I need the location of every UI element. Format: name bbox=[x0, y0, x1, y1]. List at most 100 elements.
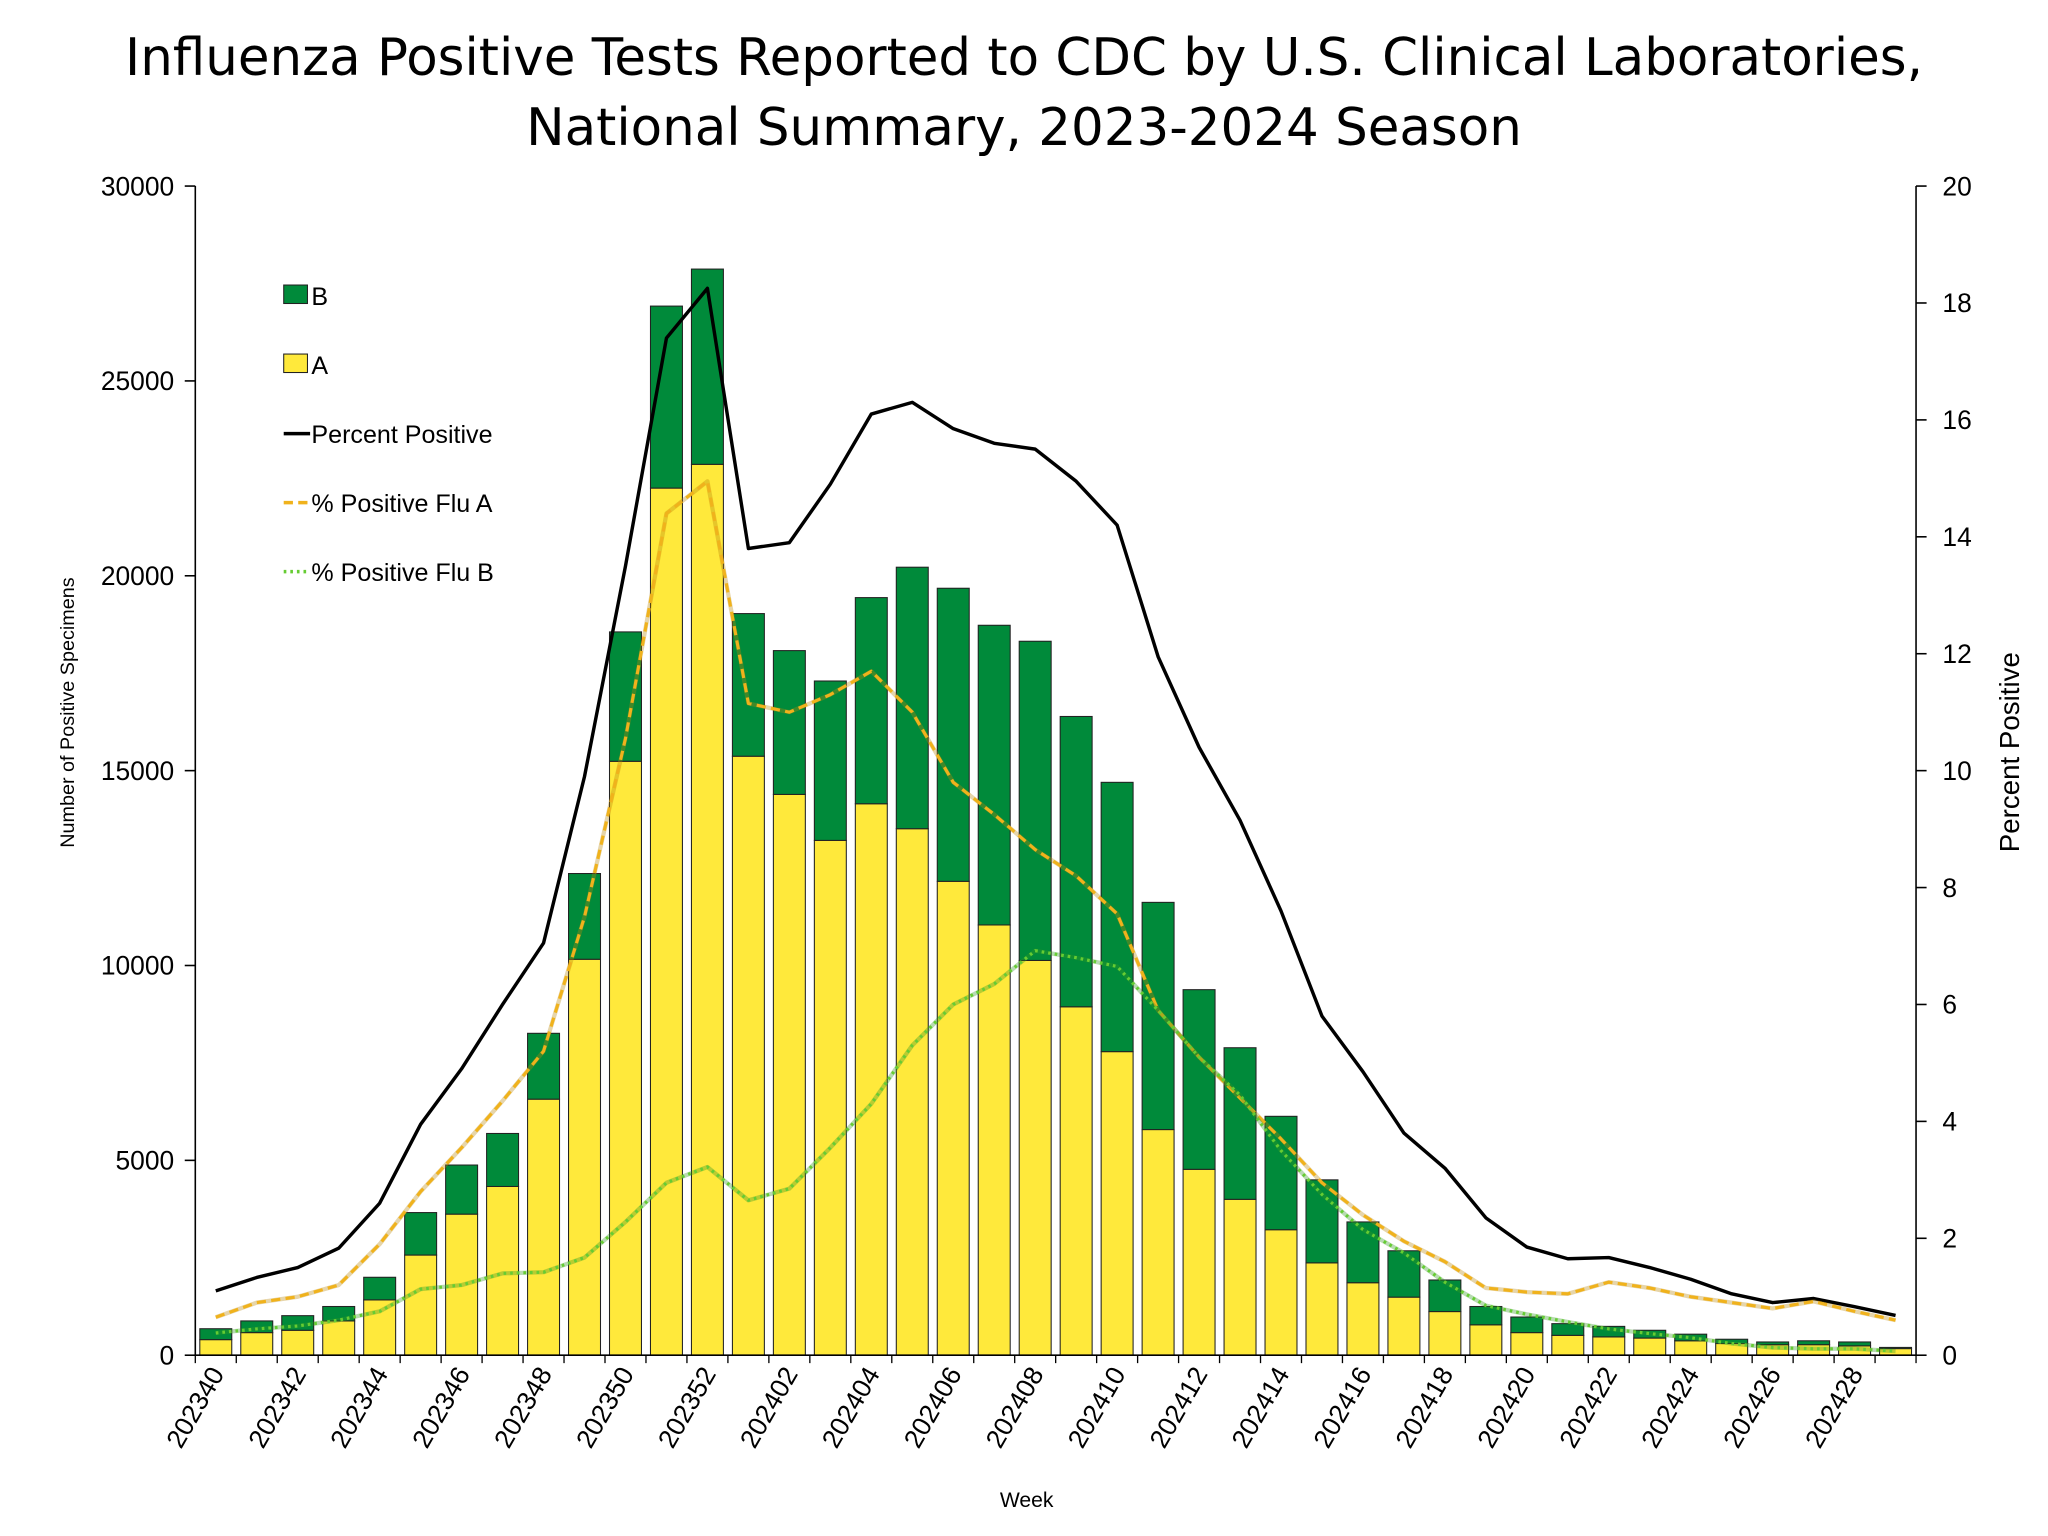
y-tick-label: 10000 bbox=[101, 951, 174, 981]
bar-segment bbox=[1264, 1229, 1298, 1356]
x-tick-label: 202420 bbox=[1471, 1362, 1541, 1453]
y2-tick-label: 8 bbox=[1942, 873, 1957, 903]
bar-segment bbox=[1879, 1346, 1913, 1350]
bar-segment bbox=[813, 839, 847, 1356]
chart-title: National Summary, 2023-2024 Season bbox=[526, 98, 1522, 158]
x-tick-label: 202404 bbox=[816, 1362, 886, 1453]
x-tick-label: 202412 bbox=[1144, 1362, 1214, 1453]
bar-segment bbox=[1223, 1198, 1257, 1356]
bar-segment bbox=[1346, 1282, 1380, 1356]
y2-tick-label: 6 bbox=[1942, 990, 1957, 1020]
bar-segment bbox=[1141, 1129, 1175, 1356]
bar-segment bbox=[1387, 1250, 1421, 1298]
bar-segment bbox=[690, 463, 724, 1356]
bar-segment bbox=[649, 487, 683, 1356]
y-axis-title: Number of Positive Specimens bbox=[57, 577, 79, 848]
bar-segment bbox=[363, 1299, 397, 1356]
legend-swatch bbox=[283, 284, 308, 305]
y2-tick-label: 2 bbox=[1942, 1224, 1957, 1254]
bar-segment bbox=[486, 1132, 520, 1187]
bar-segment bbox=[568, 872, 602, 960]
line-series bbox=[215, 286, 1896, 1318]
bar-segment bbox=[568, 958, 602, 1356]
x-tick-label: 202346 bbox=[406, 1362, 476, 1453]
bar-segment bbox=[1059, 1006, 1093, 1356]
x-tick-label: 202410 bbox=[1062, 1362, 1132, 1453]
line-series bbox=[215, 479, 1896, 1322]
x-tick-label: 202344 bbox=[324, 1362, 394, 1453]
legend-label: % Positive Flu A bbox=[311, 490, 492, 518]
x-tick-label: 202408 bbox=[980, 1362, 1050, 1453]
x-tick-label: 202352 bbox=[652, 1362, 722, 1453]
bar-segment bbox=[322, 1320, 356, 1356]
bar-segment bbox=[1756, 1341, 1790, 1346]
bar-segment bbox=[240, 1332, 274, 1356]
bar-segment bbox=[731, 755, 765, 1356]
bar-segment bbox=[977, 924, 1011, 1356]
y2-tick-label: 4 bbox=[1942, 1107, 1957, 1137]
x-tick-label: 202350 bbox=[570, 1362, 640, 1453]
bar-segment bbox=[281, 1329, 315, 1356]
legend-label: B bbox=[311, 283, 328, 311]
bar-segment bbox=[854, 597, 888, 805]
y2-tick-label: 20 bbox=[1942, 171, 1971, 201]
bar-segment bbox=[1428, 1311, 1462, 1356]
bar-segment bbox=[895, 828, 929, 1356]
y2-tick-label: 14 bbox=[1942, 522, 1971, 552]
bar-segment bbox=[1551, 1323, 1585, 1336]
bar-segment bbox=[1510, 1316, 1544, 1334]
bar-segment bbox=[1346, 1221, 1380, 1284]
legend-label: A bbox=[311, 352, 328, 380]
bar-segment bbox=[854, 803, 888, 1356]
bar-segment bbox=[1797, 1340, 1831, 1346]
bar-segment bbox=[608, 760, 642, 1356]
bar-segment bbox=[977, 624, 1011, 926]
bar-segment bbox=[1387, 1296, 1421, 1356]
y-tick-label: 15000 bbox=[101, 756, 174, 786]
x-tick-label: 202416 bbox=[1307, 1362, 1377, 1453]
x-tick-label: 202348 bbox=[488, 1362, 558, 1453]
bar-segment bbox=[1551, 1334, 1585, 1356]
y-tick-label: 30000 bbox=[101, 171, 174, 201]
bar-segment bbox=[404, 1254, 438, 1356]
bar-segment bbox=[895, 566, 929, 830]
bar-segment bbox=[1592, 1336, 1626, 1356]
y2-tick-label: 0 bbox=[1942, 1340, 1957, 1370]
bar-segment bbox=[1838, 1341, 1872, 1347]
line-series bbox=[215, 949, 1896, 1353]
y2-tick-label: 10 bbox=[1942, 756, 1971, 786]
bar-segment bbox=[199, 1328, 233, 1341]
bar-segment bbox=[240, 1320, 274, 1334]
x-tick-label: 202342 bbox=[242, 1362, 312, 1453]
bar-segment bbox=[1469, 1324, 1503, 1356]
legend-label: Percent Positive bbox=[311, 421, 492, 449]
bar-segment bbox=[772, 793, 806, 1356]
bar-segment bbox=[199, 1339, 233, 1356]
bar-segment bbox=[1018, 640, 1052, 961]
bar-segment bbox=[1059, 715, 1093, 1008]
x-axis-title: Week bbox=[1000, 1489, 1054, 1512]
x-tick-label: 202418 bbox=[1389, 1362, 1459, 1453]
bar-segment bbox=[527, 1032, 561, 1100]
y2-tick-label: 12 bbox=[1942, 639, 1971, 669]
bar-segment bbox=[486, 1185, 520, 1356]
bar-segment bbox=[1182, 1168, 1216, 1356]
bar-segment bbox=[1018, 959, 1052, 1356]
bar-segment bbox=[1633, 1337, 1667, 1356]
x-tick-label: 202406 bbox=[898, 1362, 968, 1453]
y2-axis-title: Percent Positive bbox=[1994, 652, 2025, 852]
x-tick-label: 202402 bbox=[734, 1362, 804, 1453]
bar-segment bbox=[1428, 1279, 1462, 1313]
bar-segment bbox=[772, 650, 806, 795]
bar-segment bbox=[1141, 901, 1175, 1131]
x-tick-label: 202428 bbox=[1799, 1362, 1869, 1453]
y2-tick-label: 16 bbox=[1942, 405, 1971, 435]
bar-segment bbox=[731, 613, 765, 757]
bar-segment bbox=[445, 1164, 479, 1215]
x-tick-label: 202426 bbox=[1717, 1362, 1787, 1453]
bar-segment bbox=[1510, 1332, 1544, 1356]
x-tick-label: 202422 bbox=[1553, 1362, 1623, 1453]
y-tick-label: 0 bbox=[160, 1340, 175, 1370]
bar-segment bbox=[1305, 1262, 1339, 1356]
